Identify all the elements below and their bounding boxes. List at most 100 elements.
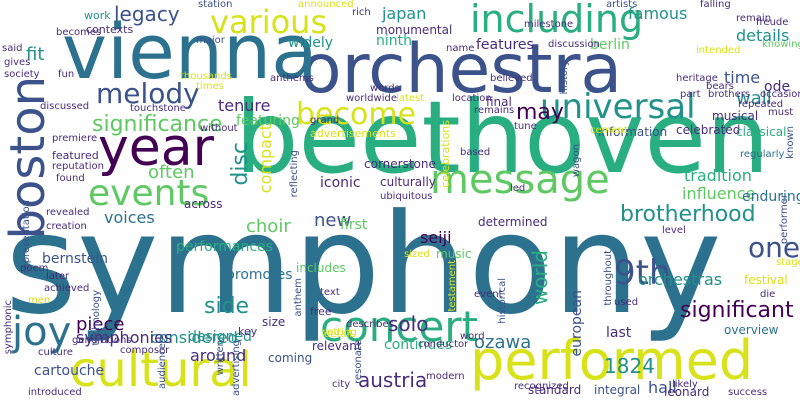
- word: anthem: [293, 278, 304, 317]
- word: disc: [228, 142, 253, 186]
- word: side: [204, 294, 250, 319]
- word: detail: [324, 329, 353, 340]
- word: contexts: [86, 23, 134, 36]
- word: anthems: [270, 73, 314, 84]
- word: become: [296, 97, 417, 132]
- word: orchestra: [300, 30, 623, 109]
- word: stage: [776, 257, 800, 268]
- word: men: [28, 295, 51, 306]
- word: performed: [470, 329, 754, 392]
- word: remains: [474, 105, 515, 116]
- word: joy: [12, 309, 72, 355]
- word: historical: [497, 278, 508, 324]
- word: beethoven: [235, 79, 770, 196]
- word: concert: [320, 302, 479, 351]
- word: must: [768, 107, 794, 118]
- word: rich: [352, 7, 371, 18]
- word: grand: [310, 115, 340, 126]
- word: last: [606, 325, 632, 341]
- word: year: [98, 118, 215, 178]
- word: sized: [404, 249, 430, 260]
- word: repeated: [738, 99, 784, 110]
- word: testament: [447, 260, 458, 312]
- word: occasions: [760, 89, 800, 100]
- word: latest: [396, 93, 425, 104]
- word: found: [56, 173, 85, 184]
- word: universal: [540, 87, 696, 127]
- word: audiences: [157, 338, 168, 389]
- word: may: [516, 100, 564, 125]
- word: name: [446, 43, 475, 54]
- word: remain: [736, 13, 772, 24]
- word: knowing: [762, 39, 800, 50]
- word: event: [474, 289, 503, 300]
- word: details: [736, 26, 790, 45]
- word: festival: [744, 273, 788, 287]
- word: standard: [528, 383, 582, 397]
- word: symphonic: [3, 300, 14, 355]
- word: featured: [52, 149, 99, 162]
- word: significance: [92, 112, 223, 137]
- word: milestone: [524, 19, 574, 30]
- word: ozawa: [474, 332, 532, 353]
- word: one: [748, 231, 800, 264]
- word: major: [196, 35, 225, 46]
- word: new: [314, 210, 352, 231]
- word: around: [190, 346, 247, 365]
- word: falling: [700, 0, 731, 10]
- word: based: [460, 147, 491, 158]
- word: culturally: [380, 175, 436, 189]
- word: including: [470, 0, 644, 41]
- word: monumental: [376, 23, 453, 37]
- word: cement: [590, 125, 628, 136]
- word: iconic: [320, 175, 361, 191]
- word: times: [196, 81, 224, 92]
- word: ubiquitous: [380, 191, 433, 202]
- word: bears: [706, 81, 734, 92]
- word: regularly: [740, 149, 785, 160]
- word: poem: [20, 263, 49, 274]
- word: melody: [96, 77, 200, 110]
- word: significant: [680, 298, 794, 323]
- word: world: [528, 250, 552, 306]
- word: known: [785, 126, 796, 159]
- word: discussed: [40, 101, 90, 112]
- word: music: [436, 247, 472, 261]
- word: tune: [514, 121, 537, 132]
- word: text: [320, 287, 340, 298]
- word: bernstein: [42, 251, 109, 267]
- word: various: [210, 3, 328, 41]
- word: time: [724, 68, 761, 87]
- word: celebrations: [439, 120, 452, 188]
- word: words: [370, 83, 400, 94]
- word: becomes: [56, 27, 102, 38]
- word: technology: [91, 290, 102, 346]
- word: setting: [322, 327, 357, 338]
- word: achieved: [44, 283, 90, 294]
- word: cultural: [70, 342, 252, 398]
- word: freude: [756, 17, 789, 28]
- word: society: [4, 69, 40, 80]
- word: history: [559, 60, 570, 95]
- word: symphony: [5, 184, 722, 345]
- word: brotherhood: [620, 202, 756, 227]
- word: vienna: [62, 7, 318, 96]
- word: considered: [150, 328, 238, 347]
- word: berlin: [590, 37, 630, 53]
- word: enduring: [742, 189, 800, 205]
- word: used: [614, 297, 639, 308]
- word: likely: [672, 379, 698, 390]
- word: intended: [696, 45, 741, 56]
- word: cornerstone: [364, 157, 436, 171]
- word: choir: [246, 216, 291, 237]
- word: solo: [388, 312, 429, 336]
- word: brothers: [708, 89, 751, 100]
- word: creation: [46, 221, 87, 232]
- word: reputation: [52, 161, 104, 172]
- word: success: [728, 387, 768, 398]
- word: touchstone: [130, 103, 186, 114]
- word: believed: [490, 73, 533, 84]
- word: piece: [76, 314, 125, 335]
- word: often: [148, 162, 195, 183]
